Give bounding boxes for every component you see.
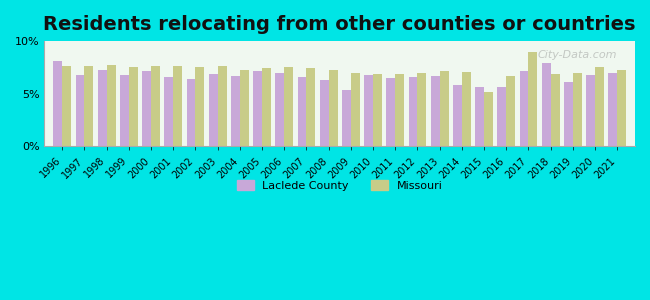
Bar (231, 76, 240, 146)
Bar (497, 88, 506, 146)
Bar (409, 77, 417, 146)
Bar (298, 77, 306, 146)
Bar (306, 68, 315, 146)
Bar (142, 70, 151, 146)
Bar (174, 66, 182, 146)
Bar (151, 66, 160, 146)
Bar (351, 73, 359, 146)
Bar (98, 70, 107, 146)
Text: City-Data.com: City-Data.com (538, 50, 618, 59)
Bar (475, 88, 484, 146)
Bar (595, 68, 604, 146)
Bar (129, 68, 138, 146)
Bar (62, 66, 71, 146)
Bar (240, 70, 249, 146)
Bar (506, 76, 515, 146)
Bar (564, 82, 573, 146)
Bar (107, 65, 116, 146)
Bar (551, 74, 560, 146)
Bar (373, 74, 382, 146)
Bar (439, 70, 448, 146)
Bar (608, 73, 618, 146)
Bar (386, 78, 395, 146)
Bar (320, 80, 329, 146)
Bar (484, 92, 493, 146)
Bar (120, 75, 129, 146)
Bar (395, 74, 404, 146)
Legend: Laclede County, Missouri: Laclede County, Missouri (233, 176, 447, 196)
Bar (218, 66, 226, 146)
Bar (453, 85, 462, 146)
Bar (53, 61, 62, 146)
Bar (209, 74, 218, 146)
Bar (618, 70, 626, 146)
Bar (284, 68, 293, 146)
Bar (262, 68, 271, 146)
Bar (431, 76, 439, 146)
Bar (364, 75, 373, 146)
Bar (196, 68, 204, 146)
Bar (75, 75, 84, 146)
Bar (253, 70, 262, 146)
Bar (462, 72, 471, 146)
Bar (417, 73, 426, 146)
Bar (187, 79, 196, 146)
Bar (329, 70, 337, 146)
Bar (84, 66, 94, 146)
Bar (519, 70, 528, 146)
Bar (528, 52, 538, 146)
Bar (276, 73, 284, 146)
Bar (342, 90, 351, 146)
Bar (573, 73, 582, 146)
Bar (164, 77, 174, 146)
Title: Residents relocating from other counties or countries: Residents relocating from other counties… (44, 15, 636, 34)
Bar (541, 63, 551, 146)
Bar (586, 75, 595, 146)
